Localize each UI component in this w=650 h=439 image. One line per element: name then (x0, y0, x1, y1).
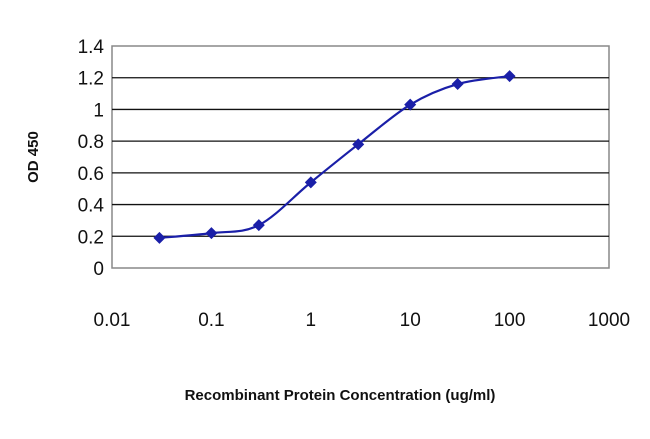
x-tick-label: 1000 (588, 310, 630, 331)
plot-area (111, 45, 610, 269)
x-tick-labels: 0.01 0.1 1 10 100 1000 (94, 310, 631, 331)
data-point (503, 70, 516, 83)
x-axis-title: Recombinant Protein Concentration (ug/ml… (185, 387, 496, 404)
y-tick-labels: 0 0.2 0.4 0.6 0.8 1 1.2 1.4 (78, 37, 105, 280)
data-series (153, 70, 516, 244)
y-tick-label: 1.2 (78, 69, 104, 90)
y-tick-label: 0.6 (78, 164, 104, 185)
data-point (451, 78, 464, 91)
x-tick-label: 1 (306, 310, 317, 331)
data-point (205, 227, 218, 240)
y-tick-label: 0.2 (78, 227, 104, 248)
y-tick-label: 0.8 (78, 132, 104, 153)
y-tick-label: 0 (93, 259, 104, 280)
y-tick-label: 1.4 (78, 37, 105, 58)
data-point (304, 176, 317, 189)
x-tick-label: 0.01 (94, 310, 131, 331)
x-tick-label: 0.1 (198, 310, 224, 331)
y-axis-title: OD 450 (25, 131, 42, 183)
x-tick-label: 10 (400, 310, 421, 331)
x-tick-label: 100 (494, 310, 526, 331)
grid (112, 77, 609, 237)
y-tick-label: 1 (93, 100, 104, 121)
series-line (159, 75, 510, 239)
data-point (153, 231, 166, 244)
data-point (352, 138, 365, 151)
data-point (252, 219, 265, 232)
y-tick-label: 0.4 (78, 196, 105, 217)
data-point (404, 98, 417, 111)
